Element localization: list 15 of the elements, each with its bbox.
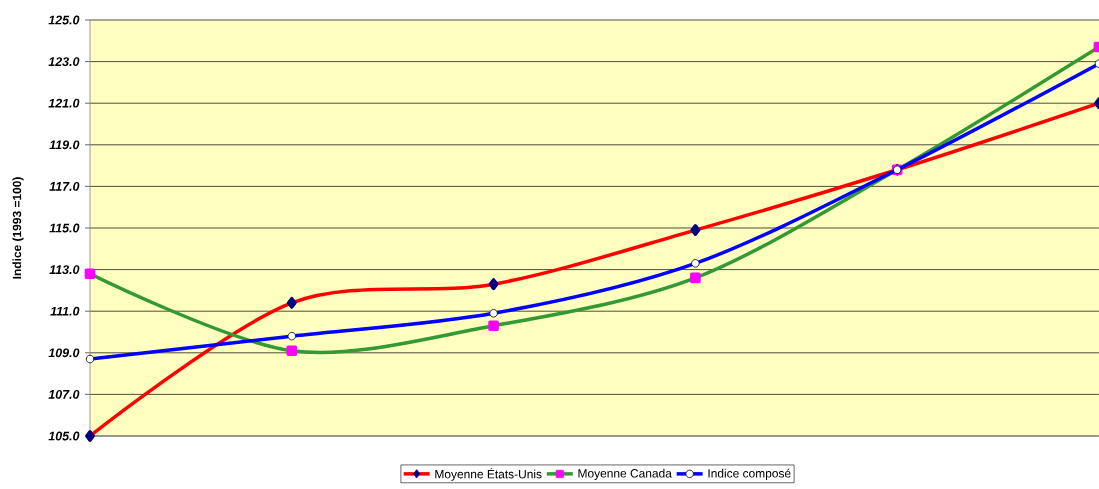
y-tick-label: 121.0 <box>48 98 80 108</box>
y-axis-title: Indice (1993 =100) <box>12 177 24 279</box>
y-tick-label: 117.0 <box>49 182 80 191</box>
y-tick-label: 125.0 <box>48 15 80 25</box>
legend-label: Indice composé <box>708 468 791 480</box>
y-tick-label: 115.0 <box>49 223 80 233</box>
legend-label: Moyenne Canada <box>578 468 672 480</box>
y-tick-label: 113.0 <box>49 265 80 275</box>
y-tick-label: 107.0 <box>48 390 80 399</box>
y-tick-label: 109.0 <box>48 348 80 358</box>
legend-label: Moyenne États-Unis <box>435 467 542 481</box>
y-tick-label: 123.0 <box>48 57 80 67</box>
y-tick-label: 105.0 <box>48 431 80 441</box>
y-tick-label: 119.0 <box>49 140 80 150</box>
y-tick-label: 111.0 <box>50 306 80 316</box>
